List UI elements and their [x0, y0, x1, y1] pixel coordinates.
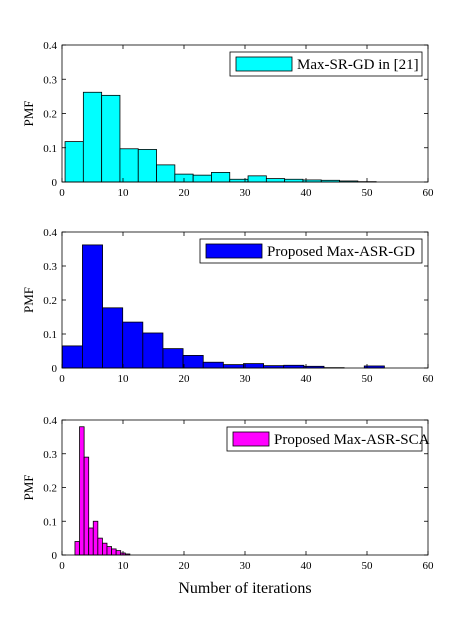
x-tick-label: 0 — [59, 373, 65, 385]
bar — [222, 364, 244, 369]
bar — [74, 541, 80, 556]
bar — [111, 548, 117, 556]
legend-label: Proposed Max-ASR-GD — [267, 244, 415, 260]
legend-label: Proposed Max-ASR-SCA — [274, 432, 430, 448]
bar — [106, 546, 112, 556]
x-tick-label: 0 — [59, 560, 65, 572]
bar — [119, 148, 139, 183]
bar — [97, 537, 103, 556]
x-tick-label: 20 — [179, 187, 191, 199]
y-tick-label: 0.4 — [43, 40, 57, 52]
bar — [211, 172, 231, 183]
x-tick-label: 0 — [59, 187, 65, 199]
x-tick-label: 10 — [118, 187, 130, 199]
x-tick-label: 30 — [240, 187, 252, 199]
bar — [265, 178, 286, 183]
x-tick-label: 10 — [118, 373, 130, 385]
bar — [102, 307, 124, 369]
panel-proposed-max-asr-gd: 0 10 20 30 40 50 60 0 0.1 0.2 0.3 0.4 PMF Proposed Ma… — [21, 227, 434, 385]
x-tick-label: 20 — [179, 373, 191, 385]
bar — [284, 178, 304, 183]
x-tick-label: 40 — [301, 187, 313, 199]
legend-label: Max-SR-GD in [21] — [297, 57, 419, 73]
panel-max-sr-gd: 0 10 20 30 40 50 60 0 0.1 0.2 0.3 0.4 PMF Max-SR-GD i… — [21, 40, 434, 199]
y-tick-label: 0.4 — [43, 227, 57, 239]
x-tick-label: 60 — [423, 373, 435, 385]
legend-swatch — [235, 56, 293, 72]
bar — [115, 550, 122, 556]
legend-swatch — [205, 243, 263, 259]
y-axis-label: PMF — [21, 287, 36, 313]
y-tick-label: 0.2 — [43, 295, 57, 307]
y-tick-label: 0 — [52, 550, 58, 562]
panel-proposed-max-asr-sca: 0 10 20 30 40 50 60 0 0.1 0.2 0.3 0.4 PMF Number of i… — [21, 415, 434, 597]
bar — [283, 364, 305, 369]
bar — [156, 164, 176, 183]
y-tick-label: 0.3 — [43, 449, 57, 461]
bar — [102, 542, 108, 556]
y-tick-label: 0 — [52, 363, 58, 375]
x-tick-label: 60 — [423, 187, 435, 199]
x-tick-label: 50 — [362, 373, 374, 385]
y-axis-label: PMF — [21, 100, 36, 126]
y-tick-label: 0 — [52, 177, 58, 189]
bar — [79, 426, 85, 556]
x-tick-label: 40 — [301, 560, 313, 572]
bar — [162, 348, 184, 369]
bar — [83, 456, 90, 556]
x-tick-label: 20 — [179, 560, 191, 572]
y-tick-label: 0.1 — [43, 143, 57, 155]
bar — [101, 94, 121, 183]
y-tick-label: 0.1 — [43, 516, 57, 528]
x-tick-label: 30 — [240, 560, 252, 572]
bar — [182, 355, 204, 369]
x-tick-label: 10 — [118, 560, 130, 572]
y-axis-label: PMF — [21, 474, 36, 500]
legend-swatch — [232, 431, 270, 447]
bar — [247, 175, 267, 183]
x-tick-label: 30 — [240, 373, 252, 385]
bar — [92, 520, 99, 556]
bar — [82, 244, 103, 369]
bar — [192, 174, 212, 183]
x-tick-label: 50 — [362, 187, 374, 199]
x-tick-label: 50 — [362, 560, 374, 572]
bar — [82, 91, 103, 183]
y-tick-label: 0.2 — [43, 109, 57, 121]
bar — [61, 345, 83, 369]
y-tick-label: 0.4 — [43, 415, 57, 427]
y-tick-label: 0.3 — [43, 261, 57, 273]
x-tick-label: 40 — [301, 373, 313, 385]
x-tick-label: 60 — [423, 560, 435, 572]
bar — [142, 332, 164, 369]
bar — [202, 361, 224, 369]
y-tick-label: 0.3 — [43, 74, 57, 86]
bar — [137, 149, 157, 183]
bar — [64, 141, 84, 183]
y-tick-label: 0.2 — [43, 483, 57, 495]
bar — [243, 363, 265, 369]
bar — [122, 321, 144, 369]
bar — [88, 527, 94, 556]
x-axis-label: Number of iterations — [178, 580, 311, 597]
y-tick-label: 0.1 — [43, 329, 57, 341]
